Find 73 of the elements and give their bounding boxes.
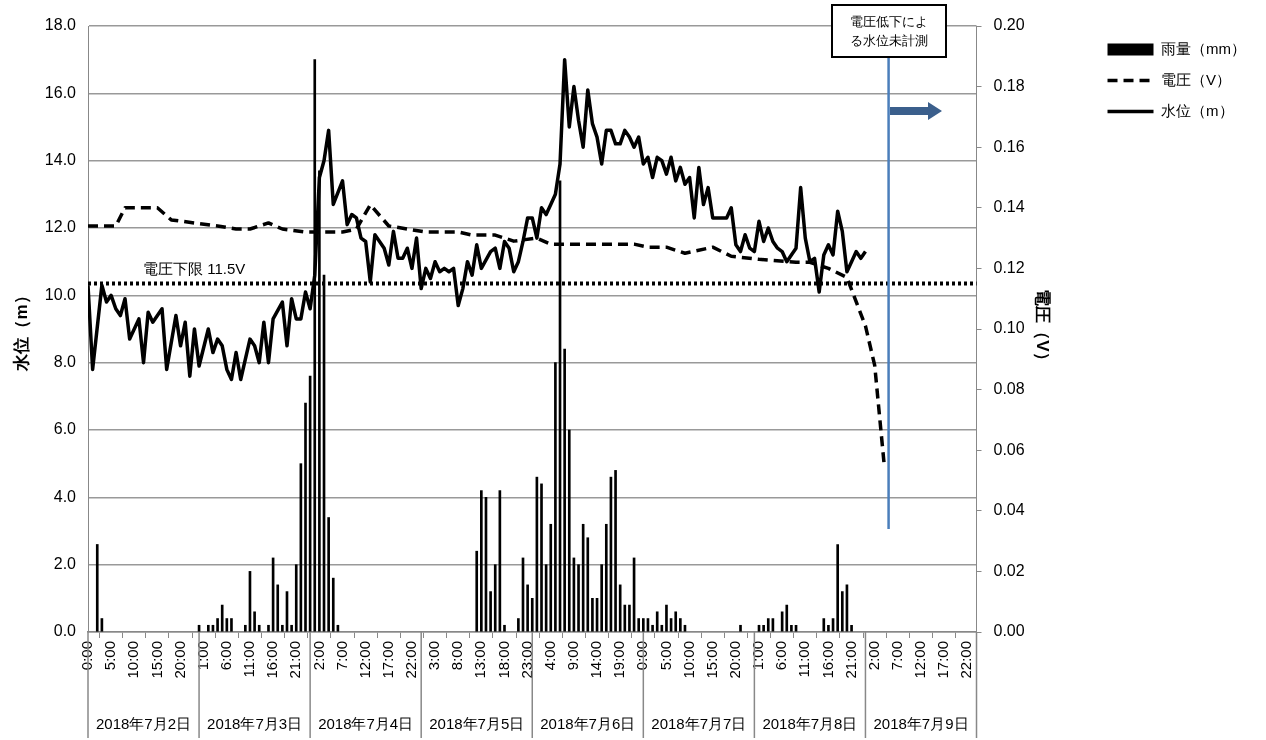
y-tick-label: 2.0 [53, 555, 77, 573]
x2-tick-label: 2018年7月4日 [318, 715, 414, 733]
x-tick-label: 22:00 [402, 641, 420, 679]
x-tick-label: 12:00 [355, 641, 373, 679]
x-tick-label: 6:00 [772, 641, 790, 671]
x-tick-label: 21:00 [841, 641, 859, 679]
x-tick-label: 8:00 [448, 641, 466, 671]
y-axis-title: 水位（m） [11, 287, 31, 372]
x2-tick-label: 2018年7月8日 [762, 715, 858, 733]
x-tick-label: 17:00 [378, 641, 396, 679]
x-tick-label: 19:00 [610, 641, 628, 679]
x-tick-label: 6:00 [216, 641, 234, 671]
y2-tick-label: 0.00 [993, 622, 1025, 640]
x-tick-label: 2:00 [309, 641, 327, 671]
x-tick-label: 11:00 [240, 641, 258, 678]
y-tick-label: 0.0 [53, 622, 77, 640]
x-tick-label: 16:00 [818, 641, 836, 679]
x-tick-label: 12:00 [911, 641, 929, 679]
x-tick-label: 5:00 [656, 641, 674, 671]
x-tick-label: 10:00 [679, 641, 697, 679]
x-tick-label: 17:00 [934, 641, 952, 679]
legend-label: 雨量（mm） [1161, 39, 1247, 57]
x-tick-label: 16:00 [263, 641, 281, 679]
x2-tick-label: 2018年7月5日 [429, 715, 525, 733]
y2-tick-label: 0.16 [993, 137, 1025, 155]
x-tick-label: 5:00 [101, 641, 119, 671]
y-tick-label: 16.0 [44, 83, 77, 101]
y2-tick-label: 0.20 [993, 16, 1025, 34]
y2-tick-label: 0.06 [993, 440, 1025, 458]
y-tick-label: 6.0 [53, 420, 77, 438]
x-tick-label: 1:00 [193, 641, 211, 671]
y2-tick-label: 0.02 [993, 561, 1025, 579]
x2-tick-label: 2018年7月7日 [651, 715, 747, 733]
y2-tick-label: 0.18 [993, 77, 1025, 95]
x-tick-label: 23:00 [517, 641, 535, 679]
x-tick-label: 20:00 [726, 641, 744, 679]
x-tick-label: 7:00 [887, 641, 905, 671]
x2-tick-label: 2018年7月3日 [207, 715, 303, 733]
x-tick-label: 0:00 [78, 641, 96, 671]
ref-line-label: 電圧下限 11.5V [143, 260, 246, 278]
y-tick-label: 18.0 [44, 16, 77, 34]
y-tick-label: 12.0 [44, 218, 77, 236]
x-tick-label: 9:00 [564, 641, 582, 671]
x-tick-label: 22:00 [957, 641, 975, 679]
x-tick-label: 15:00 [702, 641, 720, 679]
legend-label: 水位（m） [1161, 101, 1234, 119]
y-tick-label: 10.0 [44, 285, 77, 303]
y2-tick-label: 0.14 [993, 198, 1025, 216]
y-tick-label: 14.0 [44, 151, 77, 169]
x-tick-label: 15:00 [147, 641, 165, 679]
x-tick-label: 20:00 [170, 641, 188, 679]
y2-tick-label: 0.08 [993, 380, 1025, 398]
legend-label: 電圧（V） [1161, 70, 1232, 88]
x-tick-label: 10:00 [124, 641, 142, 679]
x-tick-label: 21:00 [286, 641, 304, 679]
x-tick-label: 18:00 [494, 641, 512, 679]
x2-tick-label: 2018年7月2日 [96, 715, 192, 733]
x-tick-label: 3:00 [425, 641, 443, 671]
x2-tick-label: 2018年7月6日 [540, 715, 636, 733]
x-tick-label: 13:00 [471, 641, 489, 679]
y-tick-label: 8.0 [53, 353, 77, 371]
x-tick-label: 4:00 [540, 641, 558, 671]
y2-tick-label: 0.10 [993, 319, 1025, 337]
y2-tick-label: 0.12 [993, 258, 1025, 276]
callout-box: 電圧低下による水位未計測 [830, 4, 947, 58]
x-tick-label: 11:00 [795, 641, 813, 678]
x2-tick-label: 2018年7月9日 [873, 715, 969, 733]
x-tick-label: 14:00 [587, 641, 605, 679]
y2-tick-label: 0.04 [993, 501, 1025, 519]
y2-axis-title: 電圧（V） [1032, 289, 1052, 369]
x-tick-label: 7:00 [332, 641, 350, 671]
y-tick-label: 4.0 [53, 487, 77, 505]
x-tick-label: 2:00 [864, 641, 882, 671]
